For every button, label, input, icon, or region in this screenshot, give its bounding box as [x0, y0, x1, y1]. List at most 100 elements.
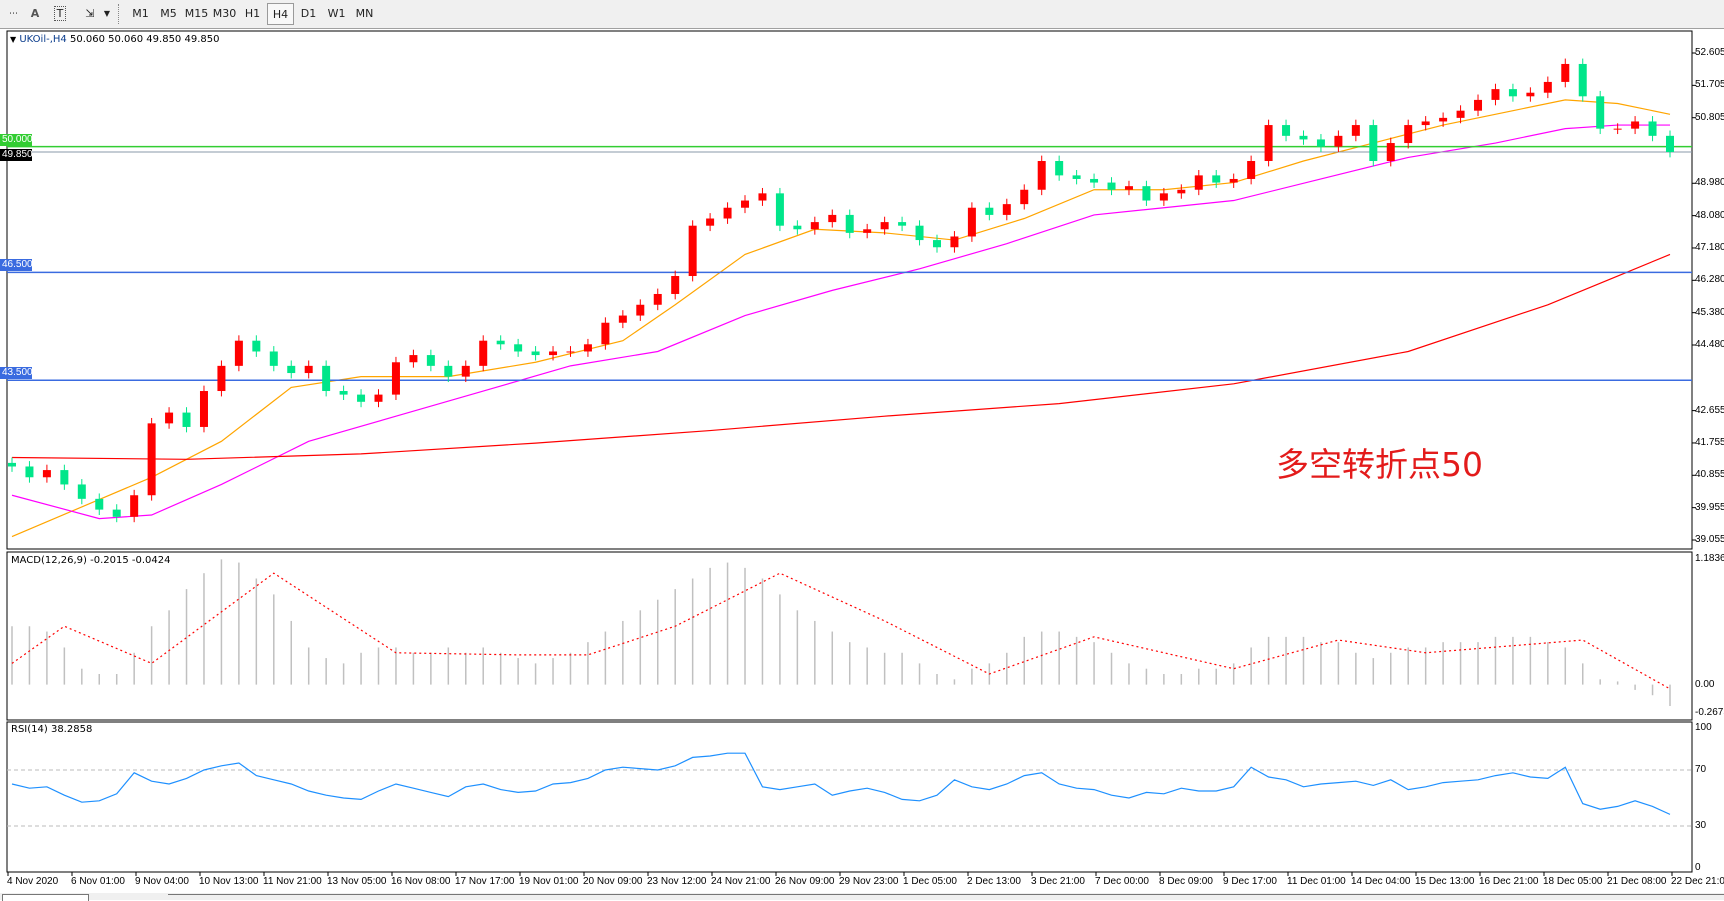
tab-strip [168, 894, 1724, 901]
candle [636, 299, 645, 321]
timeframe-m30-button[interactable]: M30 [212, 7, 237, 20]
candle [653, 288, 662, 311]
arrows-icon[interactable]: ⇲ [85, 7, 95, 20]
timeframe-h1-button[interactable]: H1 [244, 7, 261, 20]
time-axis-label: 11 Nov 21:00 [263, 876, 322, 887]
candle [1526, 87, 1535, 102]
price-axis-label: 45.380 [1695, 306, 1724, 318]
timeframe-h4-button[interactable]: H4 [267, 3, 294, 25]
candle [688, 220, 697, 282]
level-price-tag: 50.000 [0, 133, 32, 146]
candle [1177, 184, 1186, 199]
candle [426, 349, 435, 372]
candle [1299, 130, 1308, 145]
macd-axis-label: 1.1836 [1695, 553, 1724, 564]
chart-area[interactable] [0, 29, 1724, 893]
price-axis-label: 39.955 [1695, 501, 1724, 513]
candle [1421, 116, 1430, 131]
price-axis-label: 48.980 [1695, 177, 1724, 189]
text-box-icon[interactable]: T [50, 3, 70, 25]
time-axis-label: 21 Dec 08:00 [1607, 876, 1667, 887]
time-axis-label: 10 Nov 13:00 [199, 876, 259, 887]
rsi-line [11, 752, 1671, 815]
candle [985, 202, 994, 221]
candle [1561, 58, 1570, 88]
timeframe-m15-button[interactable]: M15 [184, 7, 209, 20]
candle [1212, 169, 1221, 188]
timeframe-d1-button[interactable]: D1 [300, 7, 317, 20]
candle [1491, 83, 1500, 106]
candle [1002, 198, 1011, 221]
dropdown-arrow-icon[interactable]: ▼ [103, 9, 111, 18]
symbol-label: UKOil-,H4 [19, 34, 67, 45]
moving-average-ma_slow [11, 253, 1671, 460]
candle [1404, 119, 1413, 149]
macd-label: MACD(12,26,9) -0.2015 -0.0424 [11, 555, 171, 566]
time-axis-label: 13 Nov 05:00 [327, 876, 387, 887]
macd-pane[interactable] [6, 551, 1693, 721]
time-axis-label: 11 Dec 01:00 [1287, 876, 1346, 887]
text-a-icon[interactable]: A [30, 7, 40, 20]
candle [601, 317, 610, 350]
current-price-tag: 49.850 [0, 149, 32, 161]
price-axis-label: 41.755 [1695, 436, 1724, 448]
time-axis-label: 18 Dec 05:00 [1543, 876, 1603, 887]
main-pane[interactable] [6, 30, 1693, 550]
timeframe-m1-button[interactable]: M1 [132, 7, 149, 20]
candle [322, 360, 331, 397]
price-axis-label: 50.805 [1695, 111, 1724, 123]
candle [1613, 123, 1622, 135]
candle [1543, 76, 1552, 99]
timeframe-w1-button[interactable]: W1 [327, 7, 346, 20]
time-axis-label: 9 Dec 17:00 [1223, 876, 1277, 887]
time-axis-label: 1 Dec 05:00 [903, 876, 957, 887]
candle [1316, 134, 1325, 153]
candle [1596, 90, 1605, 135]
time-axis-label: 7 Dec 00:00 [1095, 876, 1149, 887]
time-axis-label: 16 Dec 21:00 [1479, 876, 1539, 887]
candle [566, 346, 575, 357]
price-axis-label: 48.080 [1695, 209, 1724, 221]
time-axis-label: 29 Nov 23:00 [839, 876, 899, 887]
chart-tab[interactable] [2, 894, 89, 901]
toolbar: ⋯ A T ⇲ ▼ M1 M5 M15 M30 H1 H4 D1 W1 MN [0, 0, 1724, 29]
ohlc-values: 50.060 50.060 49.850 49.850 [69, 34, 220, 45]
price-axis-label: 42.655 [1695, 404, 1724, 416]
candle [496, 335, 505, 350]
candle [863, 223, 872, 239]
time-axis-label: 23 Nov 12:00 [647, 876, 707, 887]
rsi-pane[interactable] [6, 721, 1693, 873]
candle [1229, 173, 1238, 188]
candle [915, 220, 924, 246]
candle [880, 216, 889, 235]
candle [165, 407, 174, 429]
grid-icon[interactable]: ⋯ [9, 9, 18, 19]
timeframe-mn-button[interactable]: MN [355, 7, 374, 20]
moving-average-ma_mid [11, 124, 1670, 520]
candle [391, 356, 400, 401]
candle [1578, 58, 1587, 102]
candle [287, 360, 296, 379]
time-axis-label: 4 Nov 2020 [7, 876, 59, 887]
candle [514, 338, 523, 357]
price-axis-label: 44.480 [1695, 339, 1724, 350]
candle [1474, 94, 1483, 117]
price-axis-label: 40.855 [1695, 469, 1724, 481]
candle [304, 360, 313, 379]
rsi-axis-label: 70 [1695, 764, 1707, 775]
time-axis-label: 20 Nov 09:00 [583, 876, 643, 887]
candle [199, 385, 208, 433]
time-axis-label: 16 Nov 08:00 [391, 876, 451, 887]
candle [1124, 180, 1133, 196]
time-axis-label: 19 Nov 01:00 [519, 876, 579, 887]
candle [1055, 155, 1064, 181]
time-axis-label: 24 Nov 21:00 [711, 876, 771, 887]
time-axis-label: 9 Nov 04:00 [135, 876, 189, 887]
collapse-triangle-icon[interactable]: ▼ [10, 35, 17, 44]
candle [1247, 155, 1256, 185]
candle [1386, 137, 1395, 167]
time-axis-label: 15 Dec 13:00 [1415, 876, 1475, 887]
time-axis-label: 22 Dec 21:00 [1671, 876, 1724, 887]
timeframe-m5-button[interactable]: M5 [160, 7, 177, 20]
candle [357, 389, 366, 408]
